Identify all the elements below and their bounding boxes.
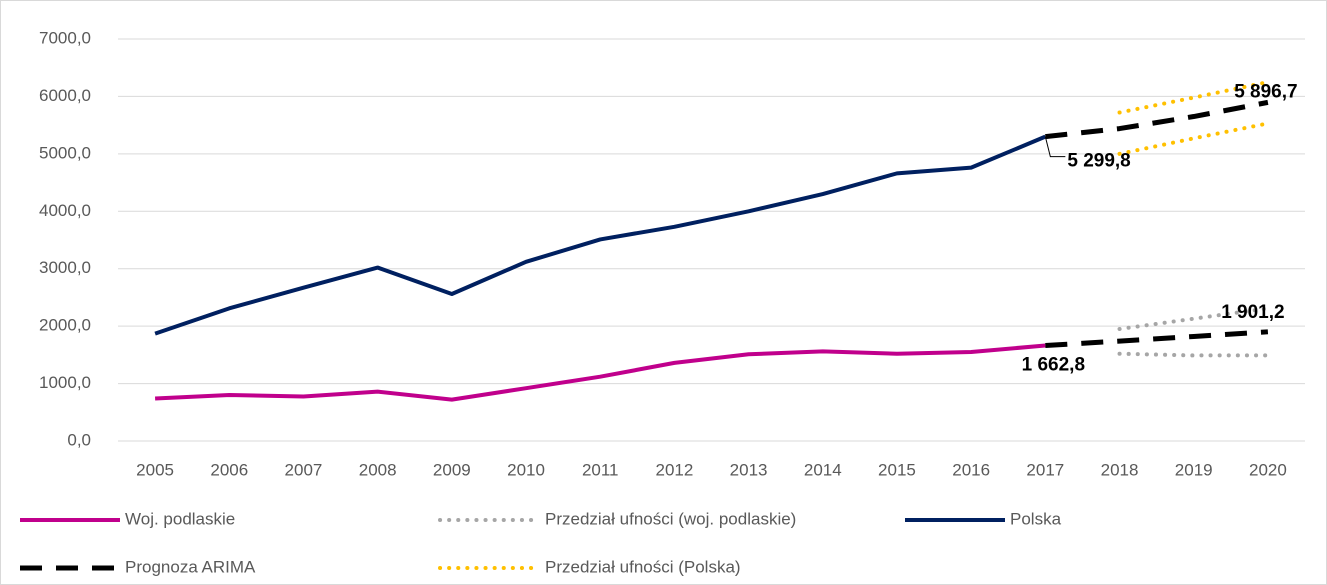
y-tick-label: 2000,0 bbox=[39, 316, 91, 335]
y-tick-label: 4000,0 bbox=[39, 201, 91, 220]
y-tick-label: 5000,0 bbox=[39, 143, 91, 162]
series-line bbox=[1045, 329, 1269, 349]
y-tick-label: 0,0 bbox=[67, 430, 91, 449]
x-tick-label: 2010 bbox=[507, 460, 545, 479]
x-tick-label: 2016 bbox=[952, 460, 990, 479]
series-line bbox=[1045, 99, 1269, 140]
x-tick-label: 2019 bbox=[1175, 460, 1213, 479]
y-tick-label: 1000,0 bbox=[39, 373, 91, 392]
x-tick-label: 2018 bbox=[1101, 460, 1139, 479]
series-line bbox=[154, 134, 1047, 336]
y-tick-label: 6000,0 bbox=[39, 86, 91, 105]
x-tick-label: 2017 bbox=[1026, 460, 1064, 479]
legend-label: Przedział ufności (Polska) bbox=[545, 557, 741, 576]
leader-line bbox=[1044, 136, 1066, 158]
data-label: 1 662,8 bbox=[1022, 355, 1085, 376]
legend-label: Woj. podlaskie bbox=[125, 509, 235, 528]
series-line bbox=[1117, 80, 1270, 115]
x-tick-label: 2020 bbox=[1249, 460, 1287, 479]
data-label: 5 299,8 bbox=[1067, 151, 1130, 172]
series-line bbox=[155, 343, 1046, 402]
x-tick-label: 2015 bbox=[878, 460, 916, 479]
legend-label: Prognoza ARIMA bbox=[125, 557, 256, 576]
y-tick-label: 7000,0 bbox=[39, 28, 91, 47]
series-line bbox=[1117, 121, 1270, 156]
x-tick-label: 2013 bbox=[730, 460, 768, 479]
data-label: 1 901,2 bbox=[1221, 302, 1284, 323]
x-tick-label: 2005 bbox=[136, 460, 174, 479]
y-tick-label: 3000,0 bbox=[39, 258, 91, 277]
x-tick-label: 2014 bbox=[804, 460, 842, 479]
x-tick-label: 2006 bbox=[210, 460, 248, 479]
x-tick-label: 2012 bbox=[655, 460, 693, 479]
legend-label: Polska bbox=[1010, 509, 1062, 528]
x-tick-label: 2011 bbox=[582, 460, 619, 479]
legend-label: Przedział ufności (woj. podlaskie) bbox=[545, 509, 796, 528]
x-tick-label: 2009 bbox=[433, 460, 471, 479]
series-line bbox=[1117, 351, 1270, 358]
x-tick-label: 2008 bbox=[359, 460, 397, 479]
data-label: 5 896,7 bbox=[1234, 81, 1297, 102]
x-tick-label: 2007 bbox=[285, 460, 323, 479]
